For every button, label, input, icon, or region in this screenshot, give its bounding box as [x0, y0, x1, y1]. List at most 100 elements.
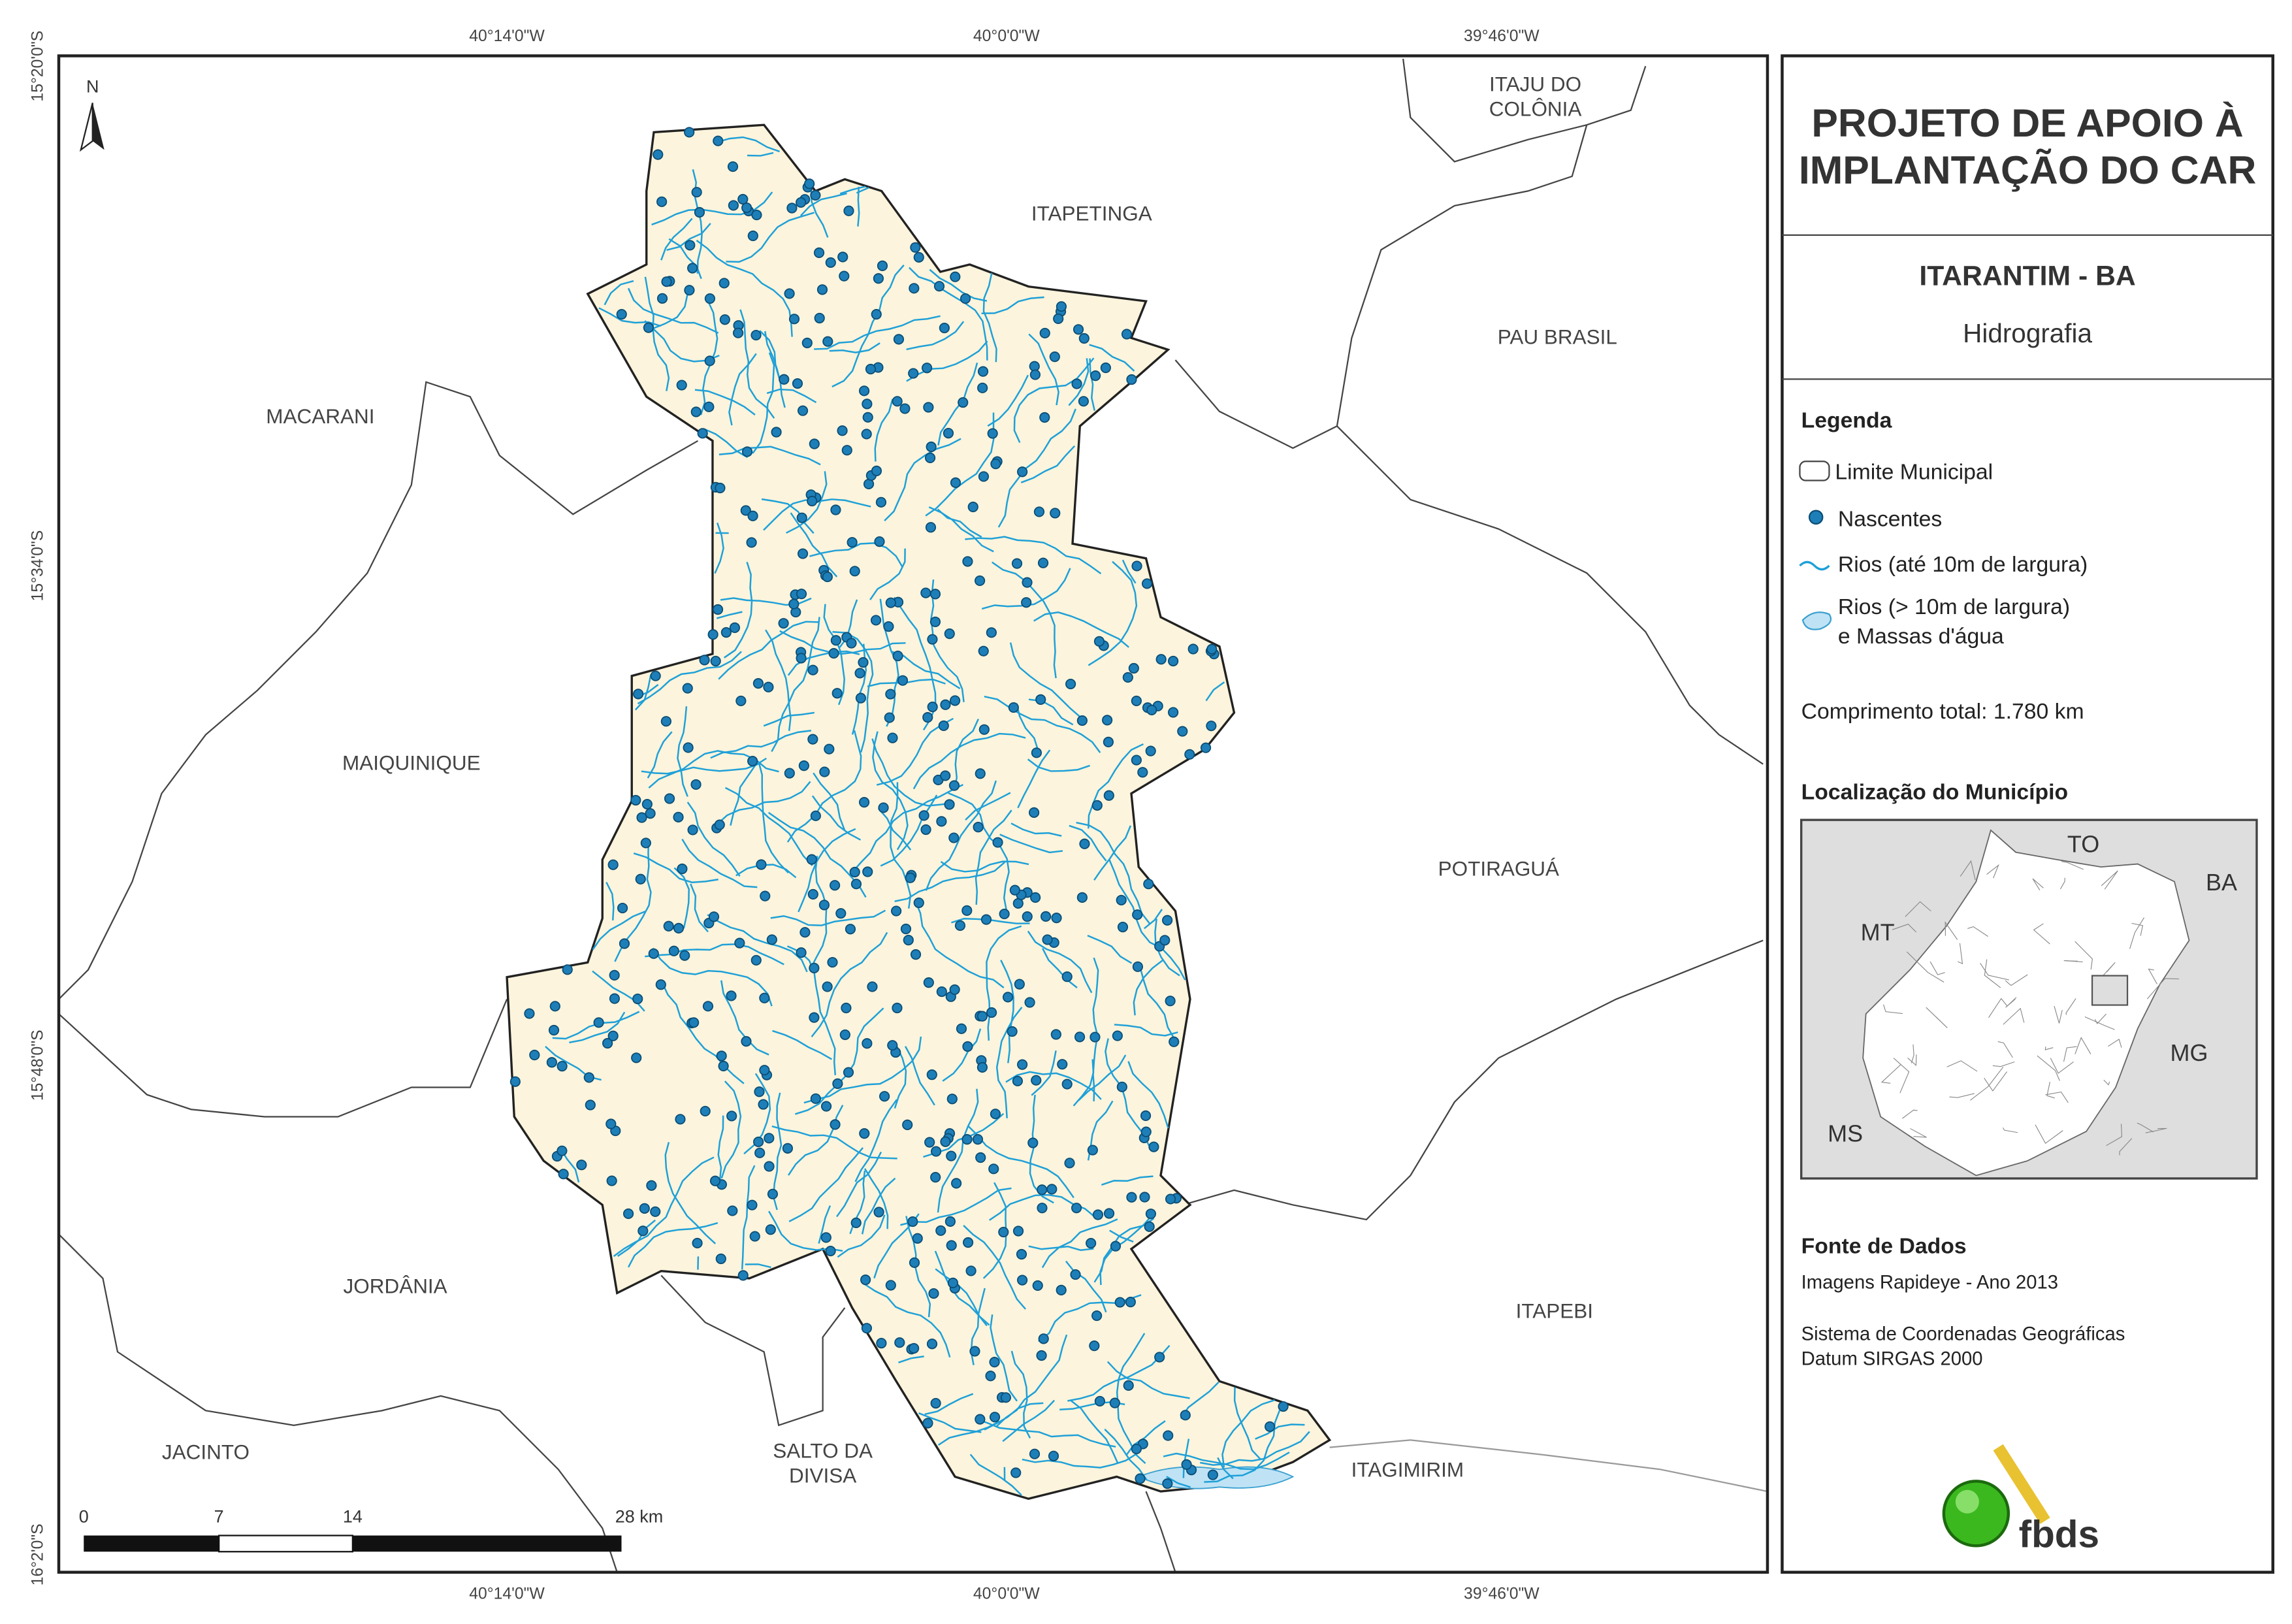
spring	[1132, 1444, 1141, 1453]
spring	[939, 721, 948, 730]
spring	[1206, 721, 1216, 730]
spring	[798, 513, 807, 522]
spring	[1156, 655, 1165, 664]
spring	[966, 1266, 975, 1275]
spring	[951, 478, 960, 487]
spring	[692, 187, 701, 197]
spring	[833, 1079, 842, 1088]
spring	[1030, 1450, 1039, 1459]
spring	[978, 383, 987, 393]
inset-label: BA	[2206, 869, 2237, 896]
spring	[637, 813, 646, 822]
spring	[1018, 1060, 1027, 1069]
spring	[1086, 1239, 1095, 1248]
spring	[685, 285, 694, 295]
spring	[708, 630, 717, 639]
spring	[610, 994, 619, 1003]
spring	[879, 803, 888, 812]
spring	[1132, 561, 1141, 570]
theme: Hidrografia	[1963, 318, 2092, 348]
spring	[1031, 370, 1040, 379]
spring	[607, 1176, 616, 1185]
spring	[677, 864, 686, 873]
place-label: ITAJU DO	[1489, 72, 1581, 95]
spring	[789, 599, 798, 608]
coord-label: 39°46'0"W	[1464, 1585, 1540, 1602]
spring	[717, 1254, 726, 1263]
spring	[1039, 559, 1048, 568]
spring	[756, 860, 766, 869]
spring	[991, 459, 1000, 468]
spring	[877, 1339, 886, 1348]
spring	[877, 498, 886, 507]
spring	[841, 1030, 850, 1039]
spring	[871, 615, 880, 625]
spring	[771, 427, 781, 436]
spring	[557, 1146, 566, 1155]
spring	[728, 1206, 737, 1215]
spring	[751, 1231, 760, 1241]
coord-label: 40°0'0"W	[973, 1585, 1040, 1602]
spring	[969, 502, 978, 512]
logo-circle	[1944, 1481, 2009, 1546]
spring	[1074, 325, 1083, 334]
spring	[717, 1051, 726, 1060]
spring	[1135, 1474, 1144, 1483]
spring	[875, 537, 884, 546]
side-panel: PROJETO DE APOIO À IMPLANTAÇÃO DO CAR IT…	[1782, 56, 2272, 1572]
place-label: MAIQUINIQUE	[342, 751, 481, 775]
spring	[1127, 1193, 1136, 1202]
spring	[1057, 302, 1066, 311]
spring	[636, 875, 645, 884]
spring	[767, 935, 777, 944]
spring	[1189, 644, 1198, 653]
spring	[991, 1109, 1000, 1118]
spring	[1041, 912, 1050, 921]
spring	[680, 951, 689, 960]
spring	[946, 1217, 955, 1226]
spring	[923, 713, 932, 722]
spring	[846, 924, 855, 934]
spring	[894, 334, 903, 344]
spring	[822, 982, 831, 991]
spring	[850, 868, 859, 877]
spring	[755, 1148, 764, 1158]
scale-label: 28 km	[615, 1506, 663, 1526]
spring	[641, 838, 651, 847]
spring	[1036, 695, 1045, 704]
spring	[860, 386, 869, 395]
spring	[1155, 1352, 1164, 1361]
spring	[1118, 922, 1127, 932]
spring	[662, 717, 671, 726]
spring	[935, 282, 944, 291]
spring	[815, 248, 824, 257]
spring	[698, 429, 707, 438]
spring	[677, 380, 686, 389]
spring	[850, 566, 859, 576]
spring	[866, 365, 875, 374]
spring	[811, 191, 820, 200]
spring	[1063, 972, 1072, 981]
spring	[979, 646, 988, 655]
spring	[839, 271, 848, 280]
spring	[711, 1177, 720, 1186]
spring	[797, 589, 806, 598]
spring	[928, 634, 937, 643]
spring	[805, 179, 814, 188]
spring	[843, 446, 852, 455]
spring	[1022, 598, 1031, 607]
spring	[1163, 1431, 1172, 1440]
spring	[1022, 577, 1031, 587]
spring	[1049, 1452, 1058, 1461]
spring	[662, 277, 671, 286]
spring	[900, 404, 909, 413]
spring	[790, 314, 799, 323]
spring	[754, 1087, 764, 1096]
spring	[911, 243, 920, 252]
spring	[1133, 962, 1142, 971]
spring	[830, 1120, 839, 1129]
scale-label: 7	[214, 1506, 224, 1526]
coord-label: 15°20'0"S	[29, 31, 46, 102]
spring	[913, 1234, 922, 1243]
